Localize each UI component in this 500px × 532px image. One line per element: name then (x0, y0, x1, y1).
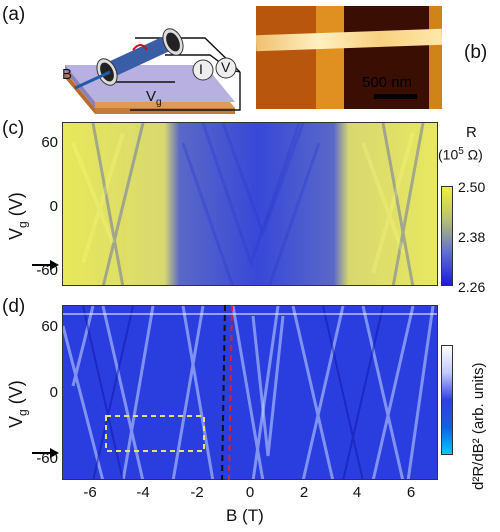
dashed-line-black (221, 305, 226, 480)
gate-voltage-label: Vg (146, 88, 162, 108)
dashed-box (105, 415, 205, 452)
colorbar-d (441, 345, 453, 455)
xtick-2: 2 (299, 484, 309, 501)
ytick-d-0: 0 (49, 384, 58, 401)
panel-label-b: (b) (464, 42, 488, 63)
cbar-d-label: d²R/dB² (arb. units) (470, 362, 487, 490)
panel-label-d: (d) (2, 296, 26, 317)
dashed-line-red (228, 305, 233, 480)
cbar-c-tick-low: 2.26 (458, 279, 486, 295)
afm-image (256, 6, 442, 109)
current-label: I (199, 61, 203, 77)
ytick-d-neg60: -60 (36, 450, 58, 467)
ytick-c-60: 60 (41, 134, 58, 151)
arrow-marker-c (32, 260, 59, 270)
ylabel-d: Vg (V) (6, 380, 30, 428)
ytick-c-neg60: -60 (36, 262, 58, 279)
panel-label-a: (a) (2, 4, 26, 25)
device-schematic (65, 28, 241, 114)
cbar-c-unit: (105 Ω) (438, 146, 483, 163)
ytick-c-0: 0 (49, 198, 58, 215)
cbar-c-tick-mid: 2.38 (458, 229, 486, 245)
xtick-neg4: -4 (136, 484, 150, 501)
xtick-neg6: -6 (83, 484, 97, 501)
panel-label-c: (c) (2, 118, 25, 139)
scale-bar (374, 94, 417, 99)
xtick-6: 6 (406, 484, 416, 501)
cbar-c-title: R (466, 124, 477, 141)
scale-bar-label: 500 nm (362, 74, 413, 91)
voltage-label: V (221, 59, 231, 75)
ytick-d-60: 60 (41, 318, 58, 335)
ylabel-c: Vg (V) (6, 192, 30, 240)
xtick-neg2: -2 (190, 484, 204, 501)
b-field-label: B (62, 66, 73, 83)
xtick-0: 0 (245, 484, 255, 501)
xtick-4: 4 (352, 484, 362, 501)
panel-d-annotations (105, 305, 233, 480)
colorbar-c (441, 186, 453, 286)
heatmap-resistance (62, 122, 438, 286)
cbar-c-tick-high: 2.50 (458, 179, 486, 195)
arrow-marker-d (32, 448, 59, 458)
xlabel: B (T) (226, 506, 264, 525)
